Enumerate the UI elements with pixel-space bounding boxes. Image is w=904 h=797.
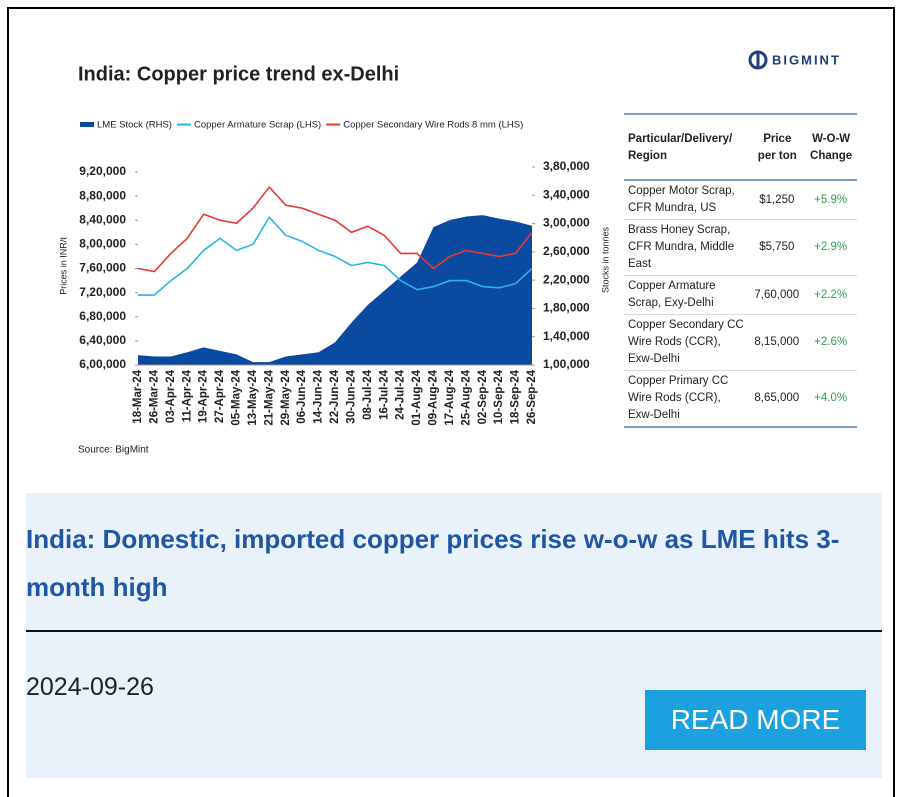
x-tick-label: 18-Sep-24 bbox=[510, 369, 522, 424]
y2-tick-label: 2,20,000 bbox=[543, 272, 590, 286]
y2-axis-label: Stocks in tonnes bbox=[600, 226, 610, 293]
x-tick-label: 29-May-24 bbox=[280, 369, 292, 425]
table-row: Copper Secondary CC Wire Rods (CCR), Exw… bbox=[624, 314, 857, 371]
table-cell: $5,750 bbox=[749, 219, 805, 276]
x-tick-label: 25-Aug-24 bbox=[460, 369, 472, 425]
y2-tick-label: 3,00,000 bbox=[543, 216, 590, 230]
x-tick-label: 09-Aug-24 bbox=[428, 369, 440, 425]
table-cell: Copper Motor Scrap, CFR Mundra, US bbox=[624, 180, 750, 220]
line bbox=[137, 185, 533, 273]
article-panel: India: Domestic, imported copper prices … bbox=[26, 493, 882, 778]
y2-tick-label: 1,40,000 bbox=[543, 329, 590, 343]
y-tick-label: 8,40,000 bbox=[79, 212, 126, 226]
y-tick-label: 9,20,000 bbox=[79, 164, 126, 178]
chart: BIGMINT India: Copper price trend ex-Del… bbox=[58, 50, 841, 456]
y-tick-label: 7,20,000 bbox=[79, 285, 126, 299]
y2-tick-label: 1,00,000 bbox=[543, 357, 590, 371]
y2-tick-label: 1,80,000 bbox=[543, 301, 590, 315]
x-tick-label: 11-Apr-24 bbox=[181, 369, 193, 422]
legend-label: LME Stock (RHS) bbox=[97, 120, 172, 131]
legend-swatch bbox=[80, 122, 94, 127]
x-tick-label: 19-Apr-24 bbox=[198, 369, 210, 423]
legend-label: Copper Armature Scrap (LHS) bbox=[194, 120, 321, 131]
table-header: W-O-W Change bbox=[804, 113, 857, 181]
table-row: Copper Armature Scrap, Exy-Delhi 7,60,000… bbox=[624, 275, 857, 315]
y2-tick-label: 3,40,000 bbox=[543, 187, 590, 201]
table-header-row: Particular/Delivery/ Region Price per ton… bbox=[624, 113, 857, 181]
y-tick-label: 8,00,000 bbox=[79, 237, 126, 251]
x-tick-label: 03-Apr-24 bbox=[165, 369, 177, 423]
x-tick-label: 14-Jun-24 bbox=[313, 369, 325, 423]
line bbox=[138, 215, 533, 296]
x-tick-label: 08-Jul-24 bbox=[362, 369, 374, 419]
y-tick-label: 8,80,000 bbox=[79, 188, 126, 202]
legend-label: Copper Secondary Wire Rods 8 mm (LHS) bbox=[343, 120, 523, 131]
table-header: Particular/Delivery/ Region bbox=[624, 113, 750, 181]
y-tick-label: 6,00,000 bbox=[79, 357, 126, 371]
x-tick-label: 10-Sep-24 bbox=[493, 369, 505, 424]
x-tick-label: 01-Aug-24 bbox=[411, 369, 423, 425]
table-cell: Copper Secondary CC Wire Rods (CCR), Exw… bbox=[624, 314, 750, 371]
x-tick-label: 02-Sep-24 bbox=[477, 369, 489, 424]
frame bbox=[7, 7, 895, 797]
table-cell: +2.9% bbox=[804, 219, 857, 276]
chart-title: India: Copper price trend ex-Delhi bbox=[78, 63, 399, 85]
x-tick-label: 24-Jul-24 bbox=[395, 369, 407, 419]
y-tick-label: 7,60,000 bbox=[79, 261, 126, 275]
table-cell: +5.9% bbox=[804, 180, 857, 220]
x-tick-label: 26-Sep-24 bbox=[526, 369, 538, 424]
price-table: Particular/Delivery/ Region Price per ton… bbox=[624, 113, 857, 428]
table-cell: Brass Honey Scrap, CFR Mundra, Middle Ea… bbox=[624, 219, 750, 276]
logo-icon bbox=[748, 50, 768, 70]
y2-tick-label: 3,80,000 bbox=[543, 159, 590, 173]
x-tick-label: 17-Aug-24 bbox=[444, 369, 456, 425]
table-cell: $1,250 bbox=[749, 180, 805, 220]
table-cell: 7,60,000 bbox=[749, 275, 805, 315]
x-tick-label: 16-Jul-24 bbox=[378, 369, 390, 419]
area bbox=[138, 215, 532, 365]
y-axis-label: Prices in INR/t bbox=[58, 237, 68, 295]
source: Source: BigMint bbox=[78, 445, 149, 456]
table-cell: 8,15,000 bbox=[749, 314, 805, 371]
table-row: Copper Primary CC Wire Rods (CCR), Exw-D… bbox=[624, 370, 857, 428]
x-tick-label: 18-Mar-24 bbox=[132, 369, 144, 423]
x-tick-label: 05-May-24 bbox=[231, 369, 243, 425]
x-tick-label: 06-Jun-24 bbox=[296, 369, 308, 423]
table-cell: Copper Armature Scrap, Exy-Delhi bbox=[624, 275, 750, 315]
table-cell: Copper Primary CC Wire Rods (CCR), Exw-D… bbox=[624, 370, 750, 428]
y-tick-label: 6,40,000 bbox=[79, 333, 126, 347]
table-cell: +4.0% bbox=[804, 370, 857, 428]
logo: BIGMINT bbox=[772, 52, 841, 67]
x-tick-label: 30-Jun-24 bbox=[345, 369, 357, 423]
x-tick-label: 22-Jun-24 bbox=[329, 369, 341, 423]
table-row: Brass Honey Scrap, CFR Mundra, Middle Ea… bbox=[624, 219, 857, 276]
x-tick-label: 27-Apr-24 bbox=[214, 369, 226, 423]
table-header: Price per ton bbox=[749, 113, 805, 181]
x-tick-label: 13-May-24 bbox=[247, 369, 259, 425]
x-tick-label: 26-Mar-24 bbox=[148, 369, 160, 423]
date: 2024-09-26 bbox=[26, 673, 154, 701]
x-tick-label: 21-May-24 bbox=[263, 369, 275, 425]
y-tick-label: 6,80,000 bbox=[79, 309, 126, 323]
table-row: Copper Motor Scrap, CFR Mundra, US $1,250… bbox=[624, 180, 857, 220]
divider bbox=[26, 630, 882, 632]
y2-tick-label: 2,60,000 bbox=[543, 244, 590, 258]
table-cell: +2.6% bbox=[804, 314, 857, 371]
table-cell: +2.2% bbox=[804, 275, 857, 315]
read-more-button[interactable]: READ MORE bbox=[645, 690, 866, 750]
table-cell: 8,65,000 bbox=[749, 370, 805, 428]
headline[interactable]: India: Domestic, imported copper prices … bbox=[26, 524, 840, 602]
